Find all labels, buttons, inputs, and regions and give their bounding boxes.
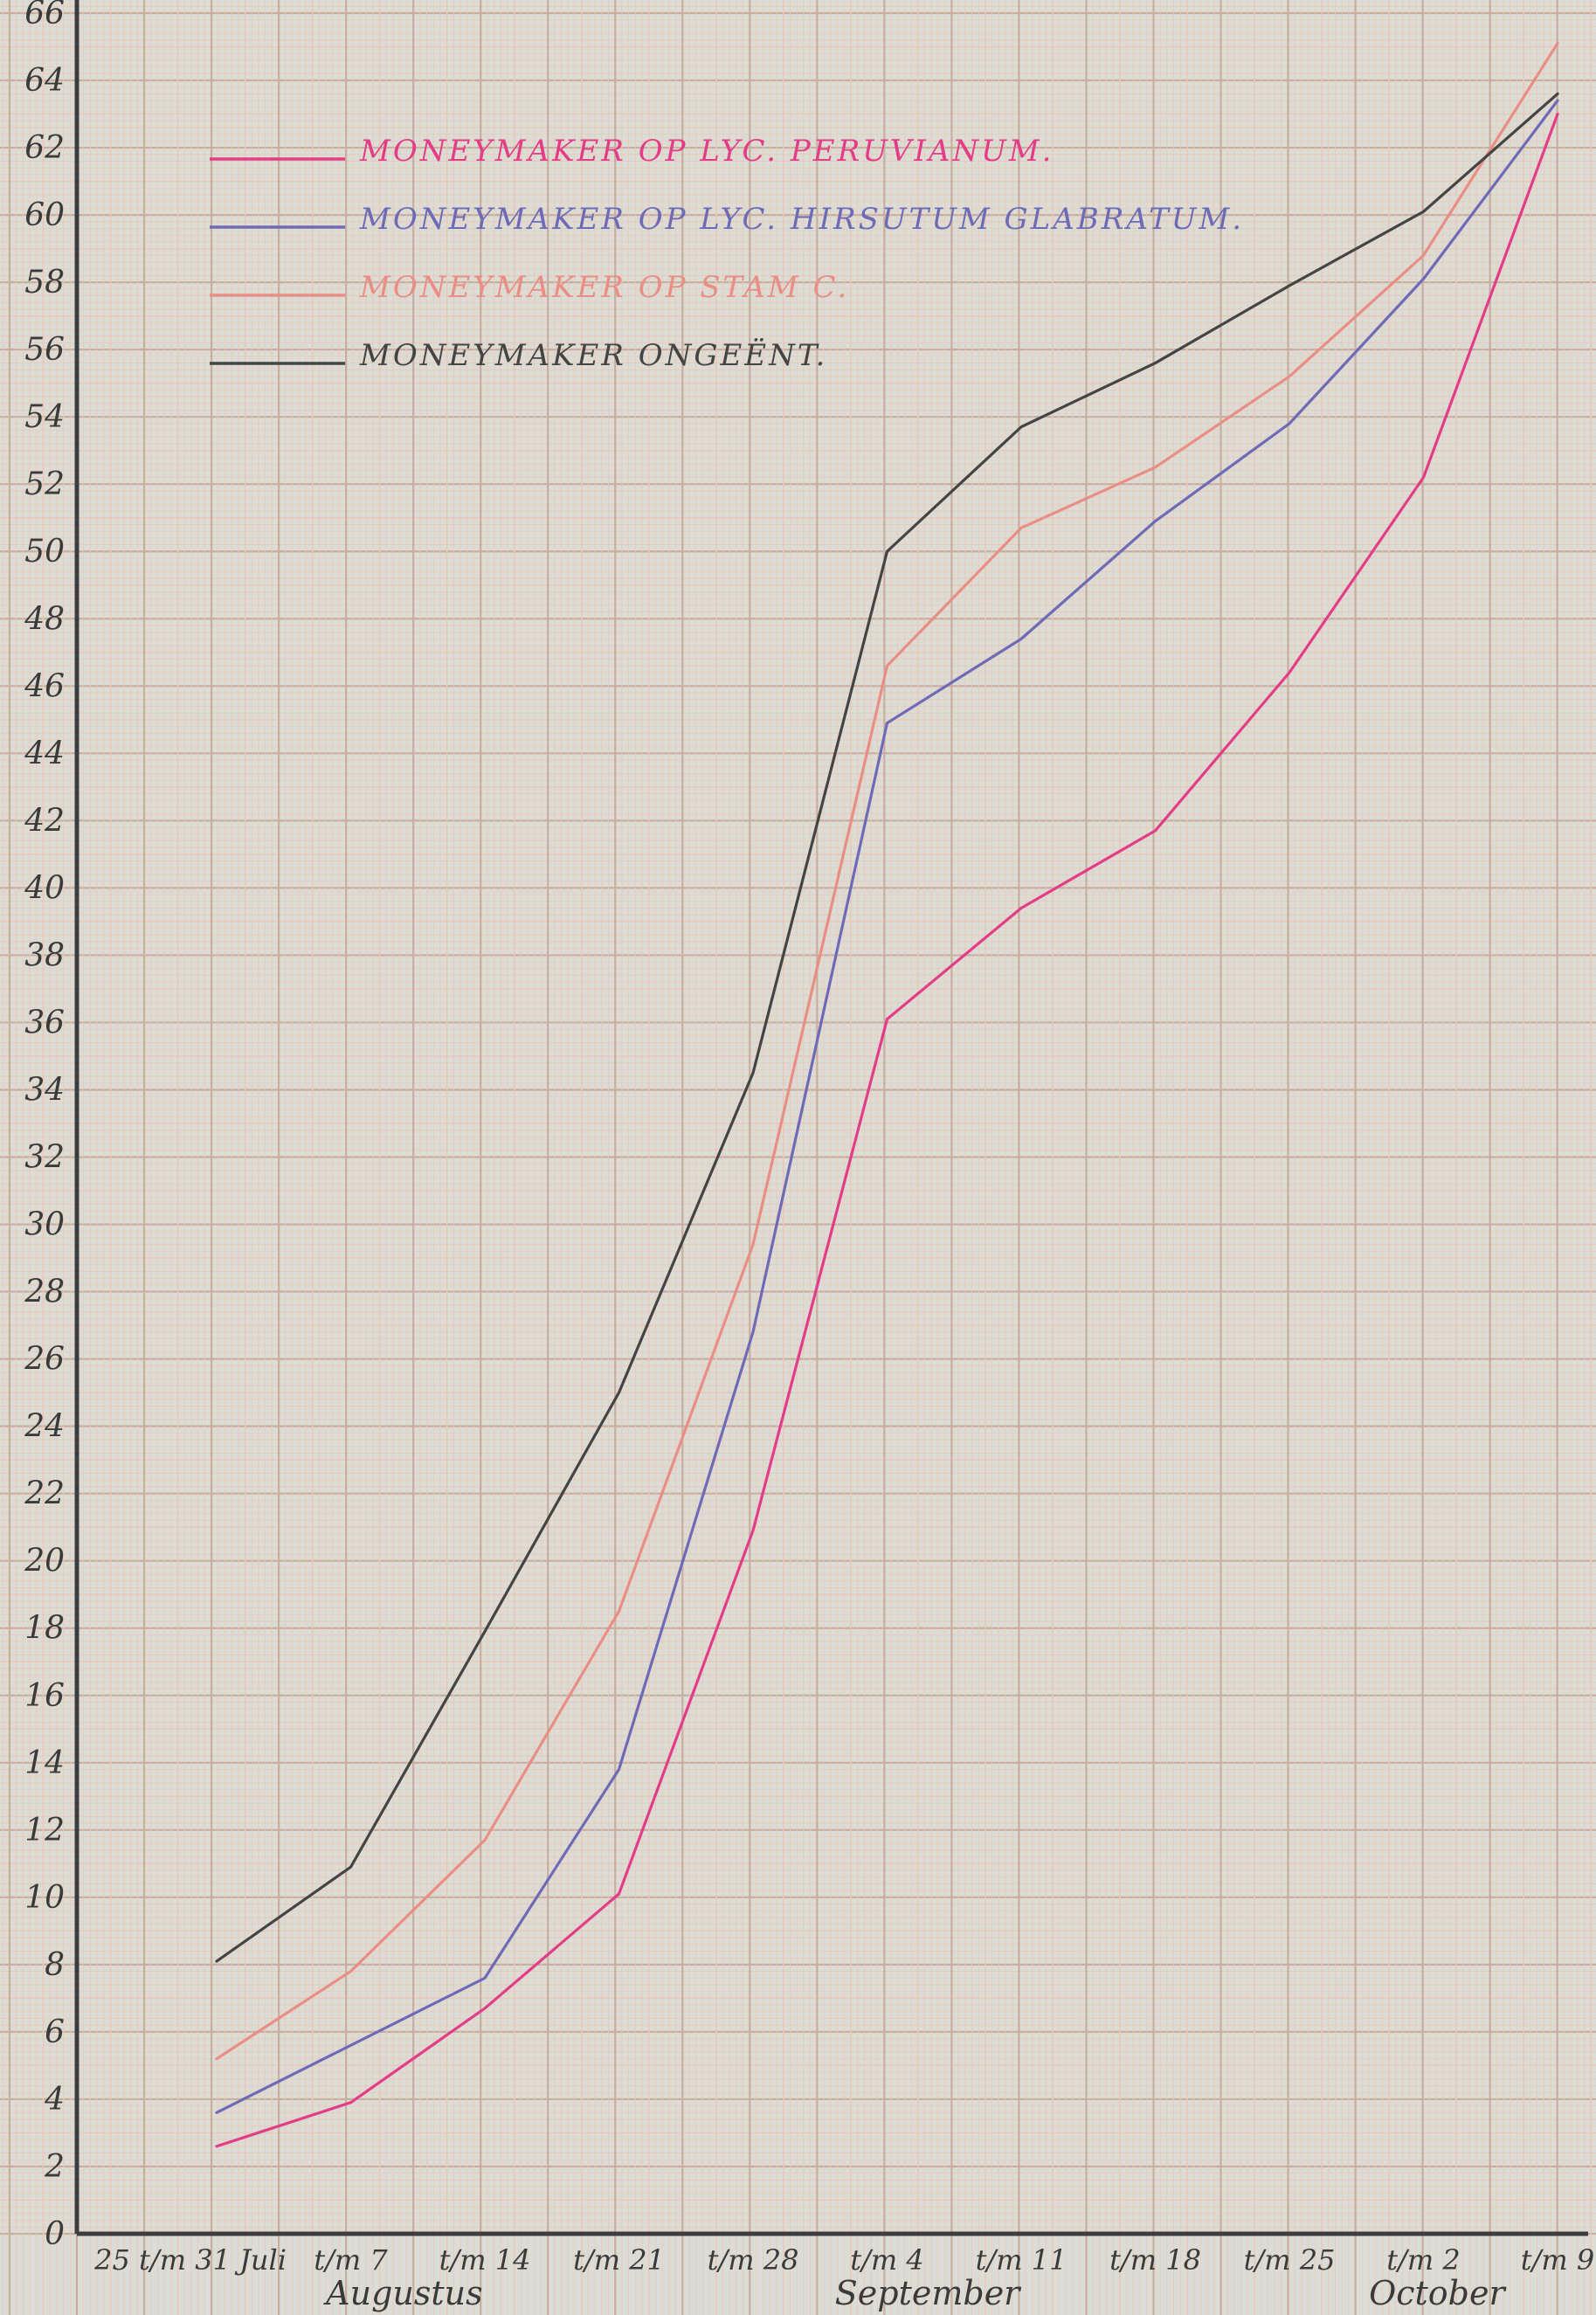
y-tick-label: 10 — [24, 1880, 65, 1916]
y-tick-label: 62 — [24, 130, 65, 166]
y-tick-label: 56 — [24, 332, 65, 368]
y-tick-label: 30 — [24, 1207, 65, 1243]
x-tick-label: t/m 28 — [708, 2243, 799, 2277]
month-labels: Augustus September October — [323, 2274, 1507, 2312]
y-tick-label: 50 — [24, 534, 65, 570]
legend: MONEYMAKER OP LYC. PERUVIANUM. MONEYMAKER… — [210, 134, 1244, 373]
y-tick-label: 28 — [24, 1275, 65, 1310]
y-tick-label: 52 — [24, 466, 65, 502]
y-tick-label: 24 — [24, 1409, 65, 1445]
y-tick-label: 6 — [45, 2014, 65, 2050]
x-axis-ticks: 25 t/m 31 Juli t/m 7 t/m 14 t/m 21 t/m 28 t/m… — [93, 2243, 1594, 2277]
y-tick-label: 46 — [24, 668, 65, 704]
y-tick-label: 40 — [24, 870, 65, 906]
series-line-1 — [215, 112, 1559, 2148]
y-tick-label: 42 — [24, 803, 65, 839]
y-tick-label: 38 — [24, 937, 65, 973]
series-lines — [215, 42, 1559, 2148]
series-line-2 — [215, 99, 1559, 2114]
y-tick-label: 16 — [24, 1678, 65, 1714]
y-tick-label: 26 — [24, 1342, 65, 1378]
x-tick-label: t/m 25 — [1244, 2243, 1336, 2277]
x-tick-label: 25 t/m 31 Juli — [93, 2243, 287, 2277]
x-tick-label: t/m 2 — [1386, 2243, 1461, 2277]
y-tick-label: 4 — [44, 2082, 65, 2118]
x-tick-label: t/m 9 — [1521, 2243, 1595, 2277]
y-tick-label: 12 — [24, 1813, 65, 1849]
y-tick-label: 0 — [45, 2216, 65, 2252]
x-tick-label: t/m 14 — [439, 2243, 531, 2277]
y-tick-label: 48 — [24, 601, 65, 637]
y-tick-label: 18 — [24, 1611, 65, 1647]
legend-label: MONEYMAKER OP STAM C. — [359, 270, 849, 305]
y-tick-label: 54 — [24, 399, 65, 435]
y-tick-label: 58 — [24, 265, 65, 301]
y-tick-label: 44 — [24, 736, 65, 771]
x-tick-label: t/m 21 — [573, 2243, 665, 2277]
y-tick-label: 22 — [24, 1476, 65, 1512]
y-tick-label: 34 — [24, 1072, 65, 1108]
month-label: Augustus — [323, 2274, 482, 2312]
legend-label: MONEYMAKER OP LYC. PERUVIANUM. — [359, 134, 1054, 169]
y-axis-ticks: 0246810121416182022242628303234363840424… — [24, 0, 65, 2252]
legend-label: MONEYMAKER ONGEËNT. — [359, 338, 827, 373]
x-tick-label: t/m 11 — [976, 2243, 1067, 2277]
y-tick-label: 2 — [44, 2149, 65, 2185]
y-tick-label: 32 — [24, 1140, 65, 1176]
y-tick-label: 66 — [24, 0, 65, 31]
x-tick-label: t/m 4 — [850, 2243, 924, 2277]
y-tick-label: 36 — [24, 1005, 65, 1040]
series-line-3 — [215, 42, 1559, 2061]
legend-label: MONEYMAKER OP LYC. HIRSUTUM GLABRATUM. — [359, 202, 1244, 237]
axes — [74, 0, 1588, 2236]
y-tick-label: 60 — [24, 197, 65, 233]
x-tick-label: t/m 18 — [1109, 2243, 1201, 2277]
y-tick-label: 64 — [24, 63, 65, 99]
y-tick-label: 14 — [24, 1745, 65, 1781]
x-tick-label: t/m 7 — [314, 2243, 388, 2277]
series-line-4 — [215, 92, 1559, 1963]
y-tick-label: 8 — [45, 1947, 65, 1983]
y-tick-label: 20 — [24, 1544, 65, 1579]
month-label: September — [835, 2274, 1022, 2312]
month-label: October — [1369, 2274, 1507, 2312]
